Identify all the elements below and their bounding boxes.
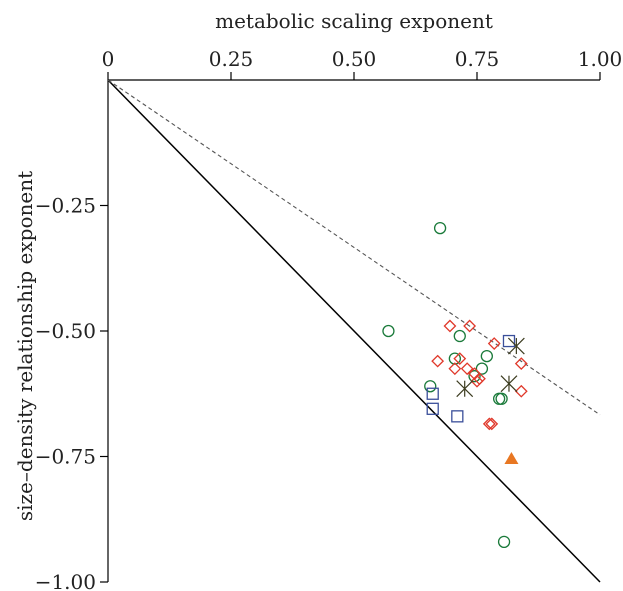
y-tick-label: −0.50 xyxy=(35,319,96,343)
y-tick-label: −0.25 xyxy=(35,194,96,218)
data-point-circle xyxy=(382,324,395,338)
x-tick-label: 0.75 xyxy=(455,47,500,71)
data-point-diamond xyxy=(485,417,499,431)
data-points xyxy=(382,221,528,548)
data-point-diamond xyxy=(470,374,484,388)
data-point-circle xyxy=(495,392,508,405)
data-point-square xyxy=(426,402,439,415)
data-point-circle xyxy=(448,352,462,365)
reference-line-dashed xyxy=(107,79,601,416)
data-point-circle xyxy=(468,370,481,383)
data-point-diamond xyxy=(514,357,528,371)
data-point-triangle xyxy=(504,452,519,465)
x-tick-label: 1.00 xyxy=(578,47,623,71)
data-point-circle xyxy=(480,349,493,363)
data-point-diamond xyxy=(487,337,501,350)
reference-lines xyxy=(107,79,601,583)
data-point-star xyxy=(507,337,525,355)
data-point-circle xyxy=(492,392,506,405)
data-point-diamond xyxy=(453,352,467,366)
data-point-diamond xyxy=(463,319,477,333)
data-point-diamond xyxy=(482,417,496,431)
data-point-circle xyxy=(424,380,437,393)
data-point-diamond xyxy=(448,362,462,376)
data-point-star xyxy=(456,380,474,398)
x-tick-label: 0.50 xyxy=(332,47,377,71)
data-point-diamond xyxy=(460,362,474,376)
data-point-square xyxy=(502,334,516,348)
data-point-circle xyxy=(453,329,466,343)
y-tick-label: −1.00 xyxy=(35,570,96,591)
y-tick-label: −0.75 xyxy=(35,445,96,469)
data-point-star xyxy=(500,375,518,393)
data-point-circle xyxy=(475,362,489,375)
x-tick-label: 0.25 xyxy=(209,47,254,71)
y-axis-label: size–density relationship exponent xyxy=(13,171,37,521)
x-ticks: 0 0.25 0.50 0.75 1.00 xyxy=(102,47,623,80)
x-axis-label: metabolic scaling exponent xyxy=(215,9,493,33)
data-point-square xyxy=(451,410,464,423)
y-ticks: −0.25 −0.50 −0.75 −1.00 xyxy=(35,194,108,591)
data-point-square xyxy=(426,387,439,400)
data-point-circle xyxy=(497,535,511,548)
data-point-diamond xyxy=(431,354,445,368)
data-point-circle xyxy=(433,221,447,235)
reference-line-solid xyxy=(107,79,601,583)
data-point-diamond xyxy=(443,319,457,333)
data-point-diamond xyxy=(514,384,528,398)
x-tick-label: 0 xyxy=(102,47,115,71)
